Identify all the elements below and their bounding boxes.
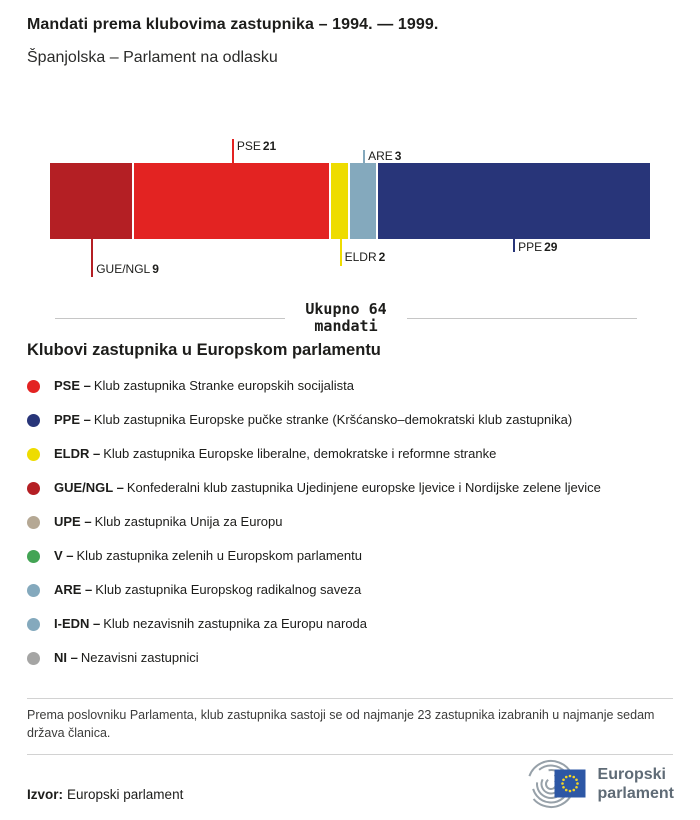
legend-item-text: PSE – Klub zastupnika Stranke europskih s… (54, 378, 354, 393)
legend-item: I-EDN – Klub nezavisnih zastupnika za Eur… (27, 607, 677, 641)
bar-segment-gue-ngl (50, 163, 135, 239)
legend-item-text: ARE – Klub zastupnika Europskog radikalno… (54, 582, 362, 597)
logo-word-1: Europski (597, 766, 666, 783)
callout-line-gue-ngl (91, 239, 94, 277)
group-color-dot (27, 515, 40, 529)
group-color-dot (27, 413, 40, 427)
footnote-text: Prema poslovniku Parlamenta, klub zastup… (27, 708, 655, 740)
source-text: Europski parlament (67, 787, 184, 802)
footnote-divider-top (27, 698, 673, 699)
callout-label-eldr: ELDR 2 (344, 250, 386, 264)
group-color-dot (27, 481, 40, 495)
group-color-dot (27, 379, 40, 393)
legend-item-text: V – Klub zastupnika zelenih u Europskom p… (54, 548, 362, 563)
legend-item: ARE – Klub zastupnika Europskog radikalno… (27, 573, 677, 607)
group-color-dot (27, 549, 40, 563)
source-line: Izvor: Europski parlament (27, 787, 183, 802)
callout-label-are: ARE 3 (368, 149, 402, 163)
parliament-hemicycle-icon (526, 760, 586, 808)
page-title: Mandati prema klubovima zastupnika – 199… (27, 16, 439, 33)
eu-flag (554, 769, 586, 798)
callout-line-eldr (339, 239, 342, 266)
legend-item-text: PPE – Klub zastupnika Europske pučke stra… (54, 412, 573, 427)
group-color-dot (27, 447, 40, 461)
bar-segment-ppe (378, 163, 650, 239)
legend-item: ELDR – Klub zastupnika Europske liberalne… (27, 437, 677, 471)
legend-item-text: I-EDN – Klub nezavisnih zastupnika za Eur… (54, 616, 368, 631)
divider-left (55, 317, 286, 319)
legend-item: UPE – Klub zastupnika Unija za Europu (27, 505, 677, 539)
legend-item-text: ELDR – Klub zastupnika Europske liberalne… (54, 446, 497, 461)
callout-line-pse (231, 139, 234, 163)
divider-right (406, 317, 637, 319)
legend-item-text: NI – Nezavisni zastupnici (54, 650, 199, 665)
european-parliament-logo: Europski parlament (521, 759, 674, 809)
legend-item-text: GUE/NGL – Konfederalni klub zastupnika Uj… (54, 480, 601, 495)
legend-item: PSE – Klub zastupnika Stranke europskih s… (27, 369, 677, 403)
group-color-dot (27, 651, 40, 665)
logo-word-2: parlament (597, 785, 674, 802)
legend-item: PPE – Klub zastupnika Europske pučke stra… (27, 403, 677, 437)
callout-label-ppe: PPE 29 (518, 240, 558, 254)
legend-list: PSE – Klub zastupnika Stranke europskih s… (27, 369, 677, 675)
group-color-dot (27, 617, 40, 631)
legend-item-text: UPE – Klub zastupnika Unija za Europu (54, 514, 283, 529)
footnote-divider-bottom (27, 754, 673, 755)
bar-segment-eldr (331, 163, 350, 239)
eu-flag-stars (560, 774, 579, 793)
legend-item: GUE/NGL – Konfederalni klub zastupnika Uj… (27, 471, 677, 505)
legend-item: V – Klub zastupnika zelenih u Europskom p… (27, 539, 677, 573)
callout-line-ppe (513, 239, 516, 252)
total-mandates-row: Ukupno 64 mandati (55, 301, 637, 335)
callout-line-are (363, 150, 366, 163)
bar-segment-are (350, 163, 379, 239)
callout-label-pse: PSE 21 (236, 139, 277, 153)
source-label: Izvor: (27, 787, 64, 802)
total-line2: mandati (314, 317, 378, 335)
group-color-dot (27, 583, 40, 597)
total-mandates-label: Ukupno 64 mandati (285, 301, 406, 335)
callout-label-gue-ngl: GUE/NGL 9 (96, 262, 159, 276)
stacked-bar-chart: GUE/NGL 9 PSE 21 ELDR 2 ARE 3 PPE 29 (0, 0, 700, 300)
page-subtitle: Španjolska – Parlament na odlasku (27, 49, 278, 66)
seat-bar (50, 163, 650, 239)
bar-segment-pse (134, 163, 332, 239)
legend-item: NI – Nezavisni zastupnici (27, 641, 677, 675)
legend-heading: Klubovi zastupnika u Europskom parlament… (27, 341, 381, 359)
logo-wordmark: Europski parlament (598, 765, 674, 803)
total-line1: Ukupno 64 (305, 300, 387, 318)
